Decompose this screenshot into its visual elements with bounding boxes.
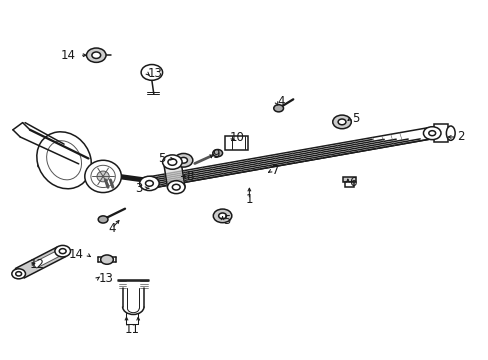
Polygon shape	[32, 249, 64, 268]
Polygon shape	[15, 247, 66, 278]
Circle shape	[423, 127, 440, 140]
Circle shape	[141, 64, 162, 80]
Text: 4: 4	[277, 95, 284, 108]
FancyBboxPatch shape	[224, 136, 248, 150]
Ellipse shape	[84, 160, 121, 193]
Circle shape	[213, 209, 231, 223]
FancyBboxPatch shape	[344, 182, 353, 187]
Circle shape	[145, 180, 153, 186]
Ellipse shape	[97, 171, 109, 182]
Circle shape	[98, 216, 108, 223]
Text: 12: 12	[30, 258, 45, 271]
Text: 14: 14	[68, 248, 83, 261]
Circle shape	[162, 155, 182, 169]
Polygon shape	[163, 162, 184, 187]
Circle shape	[167, 159, 176, 165]
Circle shape	[16, 272, 21, 276]
Text: 5: 5	[223, 214, 230, 227]
Text: 3: 3	[135, 182, 142, 195]
Text: 6: 6	[348, 176, 356, 189]
Text: 7: 7	[272, 164, 279, 177]
Text: 9: 9	[212, 148, 220, 161]
Text: 5: 5	[157, 152, 164, 165]
Circle shape	[92, 52, 101, 58]
Circle shape	[55, 246, 70, 257]
Text: 13: 13	[98, 272, 113, 285]
Text: 11: 11	[124, 323, 140, 336]
Circle shape	[218, 213, 226, 219]
Ellipse shape	[446, 126, 454, 140]
Ellipse shape	[91, 165, 115, 188]
Text: 10: 10	[229, 131, 244, 144]
Circle shape	[212, 149, 222, 157]
Circle shape	[101, 255, 113, 264]
Circle shape	[174, 153, 192, 167]
Ellipse shape	[37, 132, 91, 189]
Ellipse shape	[46, 141, 81, 180]
Text: 8: 8	[185, 170, 193, 183]
Circle shape	[337, 119, 345, 125]
Circle shape	[167, 181, 184, 194]
Circle shape	[12, 269, 25, 279]
Text: 2: 2	[457, 130, 464, 144]
Circle shape	[86, 48, 106, 62]
Text: 13: 13	[148, 67, 163, 80]
FancyBboxPatch shape	[342, 177, 355, 182]
Circle shape	[179, 157, 187, 163]
Circle shape	[140, 176, 159, 190]
FancyBboxPatch shape	[433, 124, 447, 142]
Circle shape	[59, 249, 66, 254]
Text: 1: 1	[245, 193, 253, 206]
Circle shape	[428, 131, 435, 136]
Text: 5: 5	[351, 112, 358, 125]
Circle shape	[172, 184, 180, 190]
Circle shape	[332, 115, 350, 129]
Circle shape	[273, 105, 283, 112]
Text: 14: 14	[61, 49, 76, 62]
Text: 4: 4	[108, 222, 115, 235]
